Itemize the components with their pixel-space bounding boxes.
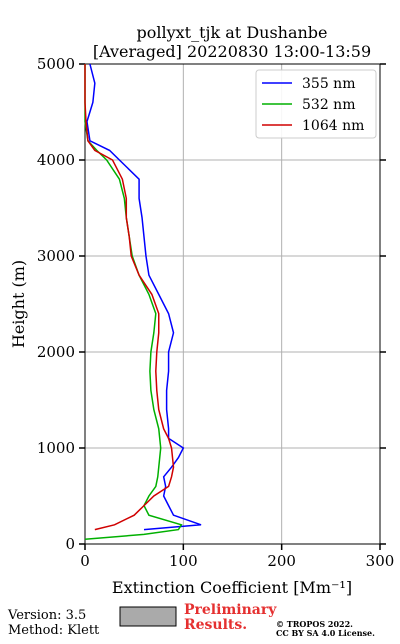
legend-label: 532 nm — [302, 97, 355, 113]
cc-icon — [119, 606, 177, 627]
chart-title: pollyxt_tjk at Dushanbe — [136, 23, 327, 42]
legend-box — [255, 69, 377, 139]
version: Version: 3.5 — [7, 608, 86, 623]
chart-title: [Averaged] 20220830 13:00-13:59 — [93, 42, 371, 61]
x-tick-label: 100 — [169, 552, 198, 570]
y-tick-label: 0 — [65, 535, 75, 553]
y-tick-label: 3000 — [37, 247, 75, 265]
profile-line — [86, 63, 202, 531]
x-tick-label: 0 — [80, 552, 90, 570]
plot-frame — [84, 63, 381, 545]
y-tick-label: 5000 — [37, 55, 75, 73]
preliminary: Results. — [184, 617, 247, 633]
y-tick-label: 1000 — [37, 439, 75, 457]
legend-label: 1064 nm — [302, 118, 364, 134]
x-tick-label: 200 — [267, 552, 296, 570]
preliminary: Preliminary — [184, 602, 277, 618]
copyright: CC BY SA 4.0 License. — [276, 628, 375, 638]
profile-line — [84, 64, 183, 540]
y-tick-label: 4000 — [37, 151, 75, 169]
method: Method: Klett — [8, 623, 100, 638]
y-axis-label: Height (m) — [9, 260, 28, 348]
profile-line — [84, 64, 175, 531]
y-tick-label: 2000 — [37, 343, 75, 361]
x-tick-label: 300 — [366, 552, 395, 570]
x-axis-label: Extinction Coefficient [Mm⁻¹] — [112, 578, 352, 597]
legend-label: 355 nm — [302, 76, 355, 92]
copyright: © TROPOS 2022. — [276, 619, 353, 629]
